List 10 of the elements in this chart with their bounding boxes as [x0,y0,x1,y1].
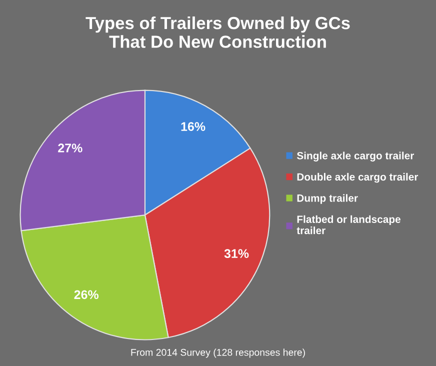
legend-label: Dump trailer [297,194,358,204]
data-label: 26% [74,290,99,300]
legend-label: Flatbed or landscape trailer [296,215,400,234]
text: From 2014 Survey (128 responses here) [131,348,305,358]
legend-label: Double axle cargo trailer [297,172,418,183]
legend-label: Single axle cargo trailer [296,152,414,162]
data-label: 27% [58,144,82,152]
chart-title: Types of Trailers Owned by GCs That Do New Construction [86,16,350,48]
data-label: 16% [181,122,206,131]
data-label: 31% [224,249,249,258]
